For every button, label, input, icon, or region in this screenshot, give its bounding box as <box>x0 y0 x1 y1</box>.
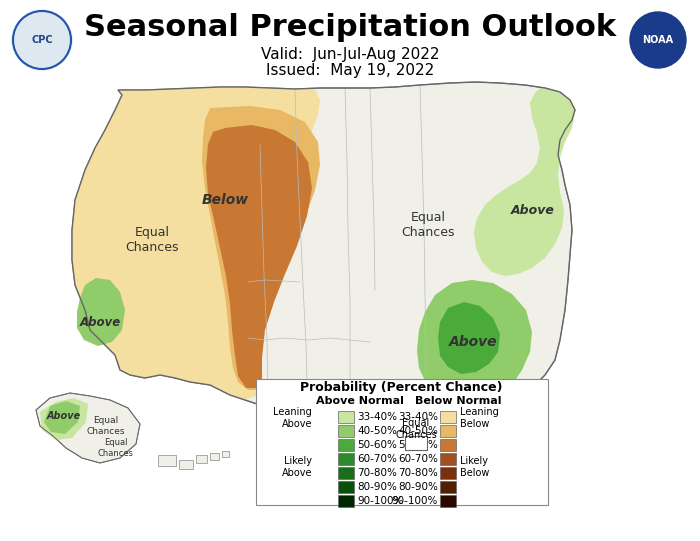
Bar <box>338 439 354 451</box>
Polygon shape <box>474 88 575 276</box>
Text: Above: Above <box>511 203 555 216</box>
Text: 40-50%: 40-50% <box>357 426 397 436</box>
Text: 60-70%: 60-70% <box>398 454 438 464</box>
Text: Above: Above <box>47 411 81 421</box>
Text: Leaning
Above: Leaning Above <box>273 407 312 429</box>
Text: 80-90%: 80-90% <box>398 482 438 492</box>
Text: 60-70%: 60-70% <box>357 454 397 464</box>
Polygon shape <box>438 302 500 374</box>
Bar <box>256 379 548 505</box>
Text: Above: Above <box>449 335 497 349</box>
Bar <box>338 467 354 479</box>
Text: Seasonal Precipitation Outlook: Seasonal Precipitation Outlook <box>84 14 616 43</box>
Bar <box>440 467 456 479</box>
Polygon shape <box>44 401 80 434</box>
Polygon shape <box>202 106 320 390</box>
Bar <box>440 411 456 423</box>
Text: 33-40%: 33-40% <box>398 412 438 422</box>
Polygon shape <box>206 125 312 388</box>
Bar <box>338 425 354 437</box>
Text: Issued:  May 19, 2022: Issued: May 19, 2022 <box>266 63 434 77</box>
Text: 33-40%: 33-40% <box>357 412 397 422</box>
Text: 70-80%: 70-80% <box>398 468 438 478</box>
Bar <box>222 451 229 457</box>
Text: 50-60%: 50-60% <box>398 440 438 450</box>
Text: Valid:  Jun-Jul-Aug 2022: Valid: Jun-Jul-Aug 2022 <box>260 48 440 63</box>
Text: Leaning
Below: Leaning Below <box>460 407 498 429</box>
Bar <box>338 411 354 423</box>
Bar <box>338 453 354 465</box>
Text: 90-100%: 90-100% <box>391 496 438 506</box>
Circle shape <box>12 10 72 70</box>
Bar <box>338 495 354 507</box>
Bar <box>440 453 456 465</box>
Text: Equal
Chances: Equal Chances <box>401 211 455 239</box>
Text: 40-50%: 40-50% <box>398 426 438 436</box>
Bar <box>405 436 427 450</box>
Bar <box>440 481 456 493</box>
Text: Likely
Below: Likely Below <box>460 456 489 478</box>
Text: Above: Above <box>79 315 120 328</box>
Text: Equal
Chances: Equal Chances <box>125 226 178 254</box>
Text: Probability (Percent Chance): Probability (Percent Chance) <box>300 381 503 394</box>
Text: CPC: CPC <box>32 35 52 45</box>
Polygon shape <box>40 398 88 440</box>
Text: Below: Below <box>202 193 248 207</box>
Text: Below Normal: Below Normal <box>414 396 501 406</box>
Text: Equal
Chances: Equal Chances <box>98 438 134 458</box>
Bar <box>338 481 354 493</box>
Bar <box>179 460 193 469</box>
Text: 70-80%: 70-80% <box>357 468 397 478</box>
Bar <box>196 455 207 463</box>
Bar <box>158 455 176 466</box>
Polygon shape <box>417 280 532 402</box>
Polygon shape <box>36 393 140 463</box>
Text: 50-60%: 50-60% <box>357 440 397 450</box>
Circle shape <box>630 12 686 68</box>
Text: 90-100%: 90-100% <box>357 496 403 506</box>
Bar <box>210 453 219 460</box>
Text: Likely
Above: Likely Above <box>281 456 312 478</box>
Polygon shape <box>72 87 320 400</box>
Polygon shape <box>77 278 125 346</box>
Polygon shape <box>72 82 575 465</box>
Text: Equal
Chances: Equal Chances <box>87 417 125 436</box>
Bar <box>440 425 456 437</box>
Text: 80-90%: 80-90% <box>357 482 397 492</box>
Text: NOAA: NOAA <box>643 35 673 45</box>
Text: Equal
Chances: Equal Chances <box>395 418 437 440</box>
Bar <box>440 495 456 507</box>
Text: Above Normal: Above Normal <box>316 396 404 406</box>
Bar <box>440 439 456 451</box>
